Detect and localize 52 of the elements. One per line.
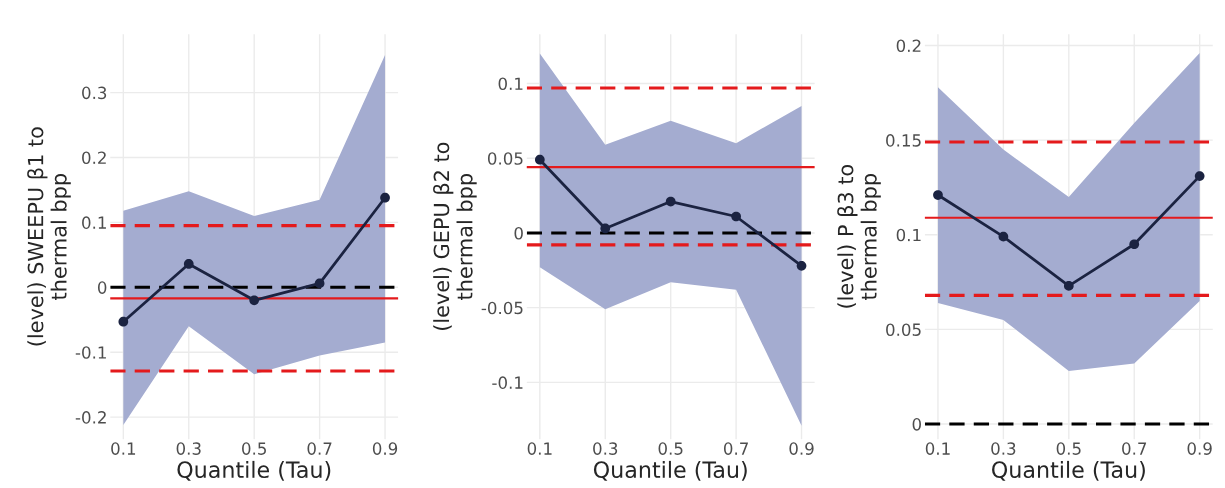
- x-tick-label: 0.1: [925, 442, 950, 455]
- x-tick-label: 0.7: [1122, 442, 1147, 455]
- x-tick-label: 0.1: [527, 442, 552, 455]
- y-tick-label: 0.15: [886, 134, 921, 147]
- point: [1129, 239, 1140, 250]
- y-tick-label: 0.3: [82, 86, 107, 100]
- x-tick-label: 0.9: [789, 442, 814, 455]
- y-tick-label: 0.1: [498, 77, 523, 91]
- y-axis-title: (level) SWEEPU β1 to thermal bpp: [27, 127, 71, 346]
- point: [183, 259, 194, 269]
- point: [380, 192, 390, 203]
- point: [796, 260, 807, 271]
- point: [1194, 171, 1205, 181]
- x-axis-title: Quantile (Tau): [593, 460, 747, 481]
- x-tick-label: 0.3: [176, 442, 201, 455]
- x-tick-label: 0.7: [307, 442, 332, 455]
- x-axis-title: Quantile (Tau): [992, 460, 1145, 481]
- y-tick-label: -0.2: [75, 411, 106, 424]
- point: [731, 211, 741, 222]
- y-tick-label: 0.2: [896, 39, 921, 53]
- y-tick-label: 0.05: [886, 323, 921, 336]
- point: [600, 223, 611, 234]
- x-tick-label: 0.9: [372, 442, 398, 455]
- point: [1063, 281, 1074, 291]
- x-tick-label: 0.5: [658, 442, 683, 455]
- x-tick-label: 0.7: [723, 442, 748, 455]
- y-axis-title: (level) GEPU β2 to thermal bpp: [433, 142, 477, 331]
- x-tick-label: 0.3: [593, 442, 618, 455]
- y-tick-label: 0: [912, 418, 921, 431]
- y-tick-label: 0.2: [82, 151, 106, 165]
- point: [933, 190, 943, 200]
- x-tick-label: 0.3: [991, 442, 1016, 455]
- point: [998, 231, 1009, 242]
- y-tick-label: 0.1: [82, 216, 106, 229]
- x-tick-label: 0.5: [242, 442, 266, 455]
- y-tick-label: -0.1: [75, 346, 106, 359]
- y-tick-label: 0.1: [896, 228, 921, 242]
- point: [118, 316, 129, 327]
- y-tick-label: 0.05: [487, 152, 523, 165]
- y-tick-label: -0.1: [492, 376, 523, 389]
- y-tick-label: -0.05: [481, 301, 523, 315]
- y-tick-label: 0: [514, 226, 523, 240]
- y-tick-label: 0: [97, 281, 107, 294]
- point: [249, 295, 260, 306]
- point: [665, 196, 676, 207]
- x-tick-label: 0.5: [1056, 442, 1081, 455]
- point: [314, 278, 325, 289]
- x-axis-title: Quantile (Tau): [177, 460, 331, 481]
- x-tick-label: 0.9: [1187, 442, 1212, 455]
- point: [534, 154, 545, 165]
- y-axis-title: (level) P β3 to thermal bpp: [837, 164, 881, 308]
- x-tick-label: 0.1: [111, 442, 136, 455]
